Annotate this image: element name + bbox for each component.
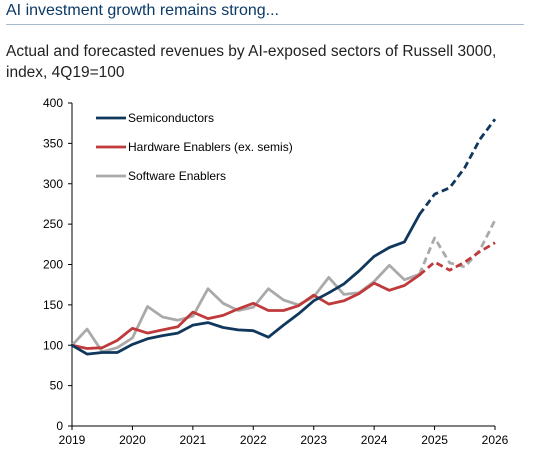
x-tick-label: 2020 [119, 433, 146, 447]
y-tick-label: 300 [43, 177, 63, 191]
chart-title: AI investment growth remains strong... [6, 2, 524, 25]
legend-label-software: Software Enablers [128, 169, 226, 183]
series-forecast-software [418, 219, 497, 275]
x-tick-label: 2021 [180, 433, 207, 447]
series-line-software [70, 263, 421, 354]
x-tick-label: 2019 [59, 433, 86, 447]
y-tick-label: 200 [43, 258, 63, 272]
x-tick-label: 2024 [361, 433, 388, 447]
series-line-semiconductors [70, 212, 421, 356]
x-tick-label: 2023 [300, 433, 327, 447]
x-tick-label: 2022 [240, 433, 267, 447]
x-tick-label: 2025 [421, 433, 448, 447]
y-tick-label: 50 [50, 379, 64, 393]
series-line-hardware [70, 273, 421, 350]
y-tick-label: 250 [43, 217, 63, 231]
y-tick-label: 350 [43, 136, 63, 150]
legend-label-hardware: Hardware Enablers (ex. semis) [128, 140, 293, 154]
y-tick-label: 0 [56, 419, 63, 433]
y-tick-label: 100 [43, 338, 63, 352]
series-forecast-hardware [418, 241, 496, 277]
y-tick-label: 400 [43, 96, 63, 110]
y-tick-label: 150 [43, 298, 63, 312]
series-forecast-semiconductors [418, 118, 497, 216]
chart-subtitle: Actual and forecasted revenues by AI-exp… [6, 43, 497, 81]
legend-label-semiconductors: Semiconductors [128, 111, 214, 125]
x-tick-label: 2026 [482, 433, 509, 447]
